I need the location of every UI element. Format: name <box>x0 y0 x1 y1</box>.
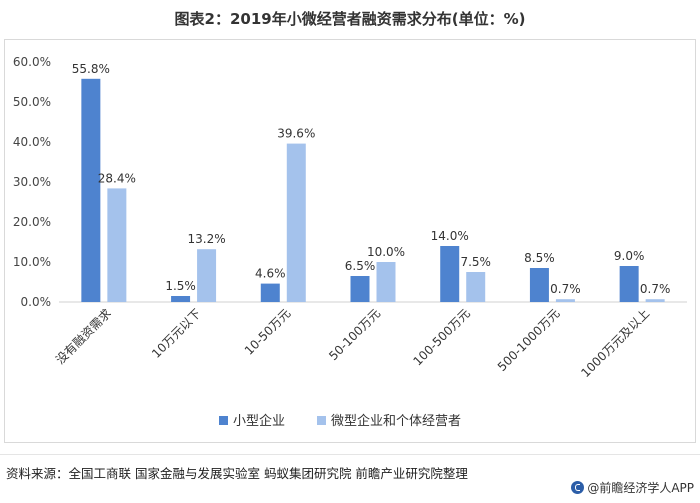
bar-micro-2 <box>286 143 306 302</box>
legend-label-0: 小型企业 <box>233 413 285 429</box>
bar-small-1 <box>171 296 191 302</box>
bar-micro-4 <box>466 272 486 302</box>
source-note: 资料来源：全国工商联 国家金融与发展实验室 蚂蚁集团研究院 前瞻产业研究院整理 <box>6 466 468 481</box>
chart-frame: 0.0% 10.0% 20.0% 30.0% 40.0% 50.0% 60.0% 55.8% 1… <box>4 39 696 443</box>
bar-micro-3 <box>376 262 396 302</box>
y-tick-label: 10.0% <box>13 255 51 269</box>
bar-micro-6 <box>645 299 665 302</box>
x-tick-label: 10万元以下 <box>149 306 204 361</box>
y-tick-label: 20.0% <box>13 215 51 229</box>
bar-chart: 0.0% 10.0% 20.0% 30.0% 40.0% 50.0% 60.0% 55.8% 1… <box>13 55 687 429</box>
y-tick-label: 50.0% <box>13 95 51 109</box>
y-tick-label: 0.0% <box>21 295 52 309</box>
bar-small-3 <box>350 276 370 302</box>
y-tick-label: 60.0% <box>13 55 51 69</box>
brand-logo-icon <box>571 481 585 494</box>
value-label: 14.0% <box>431 229 469 243</box>
bar-small-4 <box>440 246 460 302</box>
value-label: 39.6% <box>277 127 315 141</box>
value-label: 0.7% <box>550 282 581 296</box>
legend-swatch-0 <box>219 416 228 425</box>
value-label: 0.7% <box>640 282 671 296</box>
value-label: 6.5% <box>345 259 376 273</box>
value-label: 4.6% <box>255 267 286 281</box>
bar-micro-5 <box>555 299 575 302</box>
legend-swatch-1 <box>317 416 326 425</box>
x-tick-label: 1000万元及以上 <box>578 306 652 380</box>
x-tick-label: 10-50万元 <box>242 306 294 358</box>
brand-credit: @前瞻经济学人APP <box>571 479 694 496</box>
footer-divider <box>0 454 700 455</box>
value-label: 1.5% <box>165 279 196 293</box>
x-tick-label: 没有融资需求 <box>52 306 114 368</box>
y-tick-label: 40.0% <box>13 135 51 149</box>
value-label: 9.0% <box>614 249 645 263</box>
x-tick-label: 100-500万元 <box>411 306 473 368</box>
value-label: 28.4% <box>98 171 136 185</box>
bar-small-0 <box>81 78 101 302</box>
bar-micro-1 <box>197 249 217 302</box>
value-label: 8.5% <box>524 251 555 265</box>
bar-small-6 <box>619 266 639 302</box>
value-label: 7.5% <box>460 255 491 269</box>
x-tick-label: 500-1000万元 <box>495 306 563 374</box>
bar-small-5 <box>529 268 549 302</box>
value-label: 13.2% <box>188 232 226 246</box>
bar-small-2 <box>260 283 280 302</box>
y-tick-label: 30.0% <box>13 175 51 189</box>
brand-text: @前瞻经济学人APP <box>587 481 694 495</box>
value-label: 55.8% <box>72 62 110 76</box>
chart-title: 图表2：2019年小微经营者融资需求分布(单位：%) <box>174 10 526 28</box>
x-tick-label: 50-100万元 <box>326 306 383 363</box>
bar-micro-0 <box>107 188 127 302</box>
legend-label-1: 微型企业和个体经营者 <box>331 413 461 429</box>
value-label: 10.0% <box>367 245 405 259</box>
